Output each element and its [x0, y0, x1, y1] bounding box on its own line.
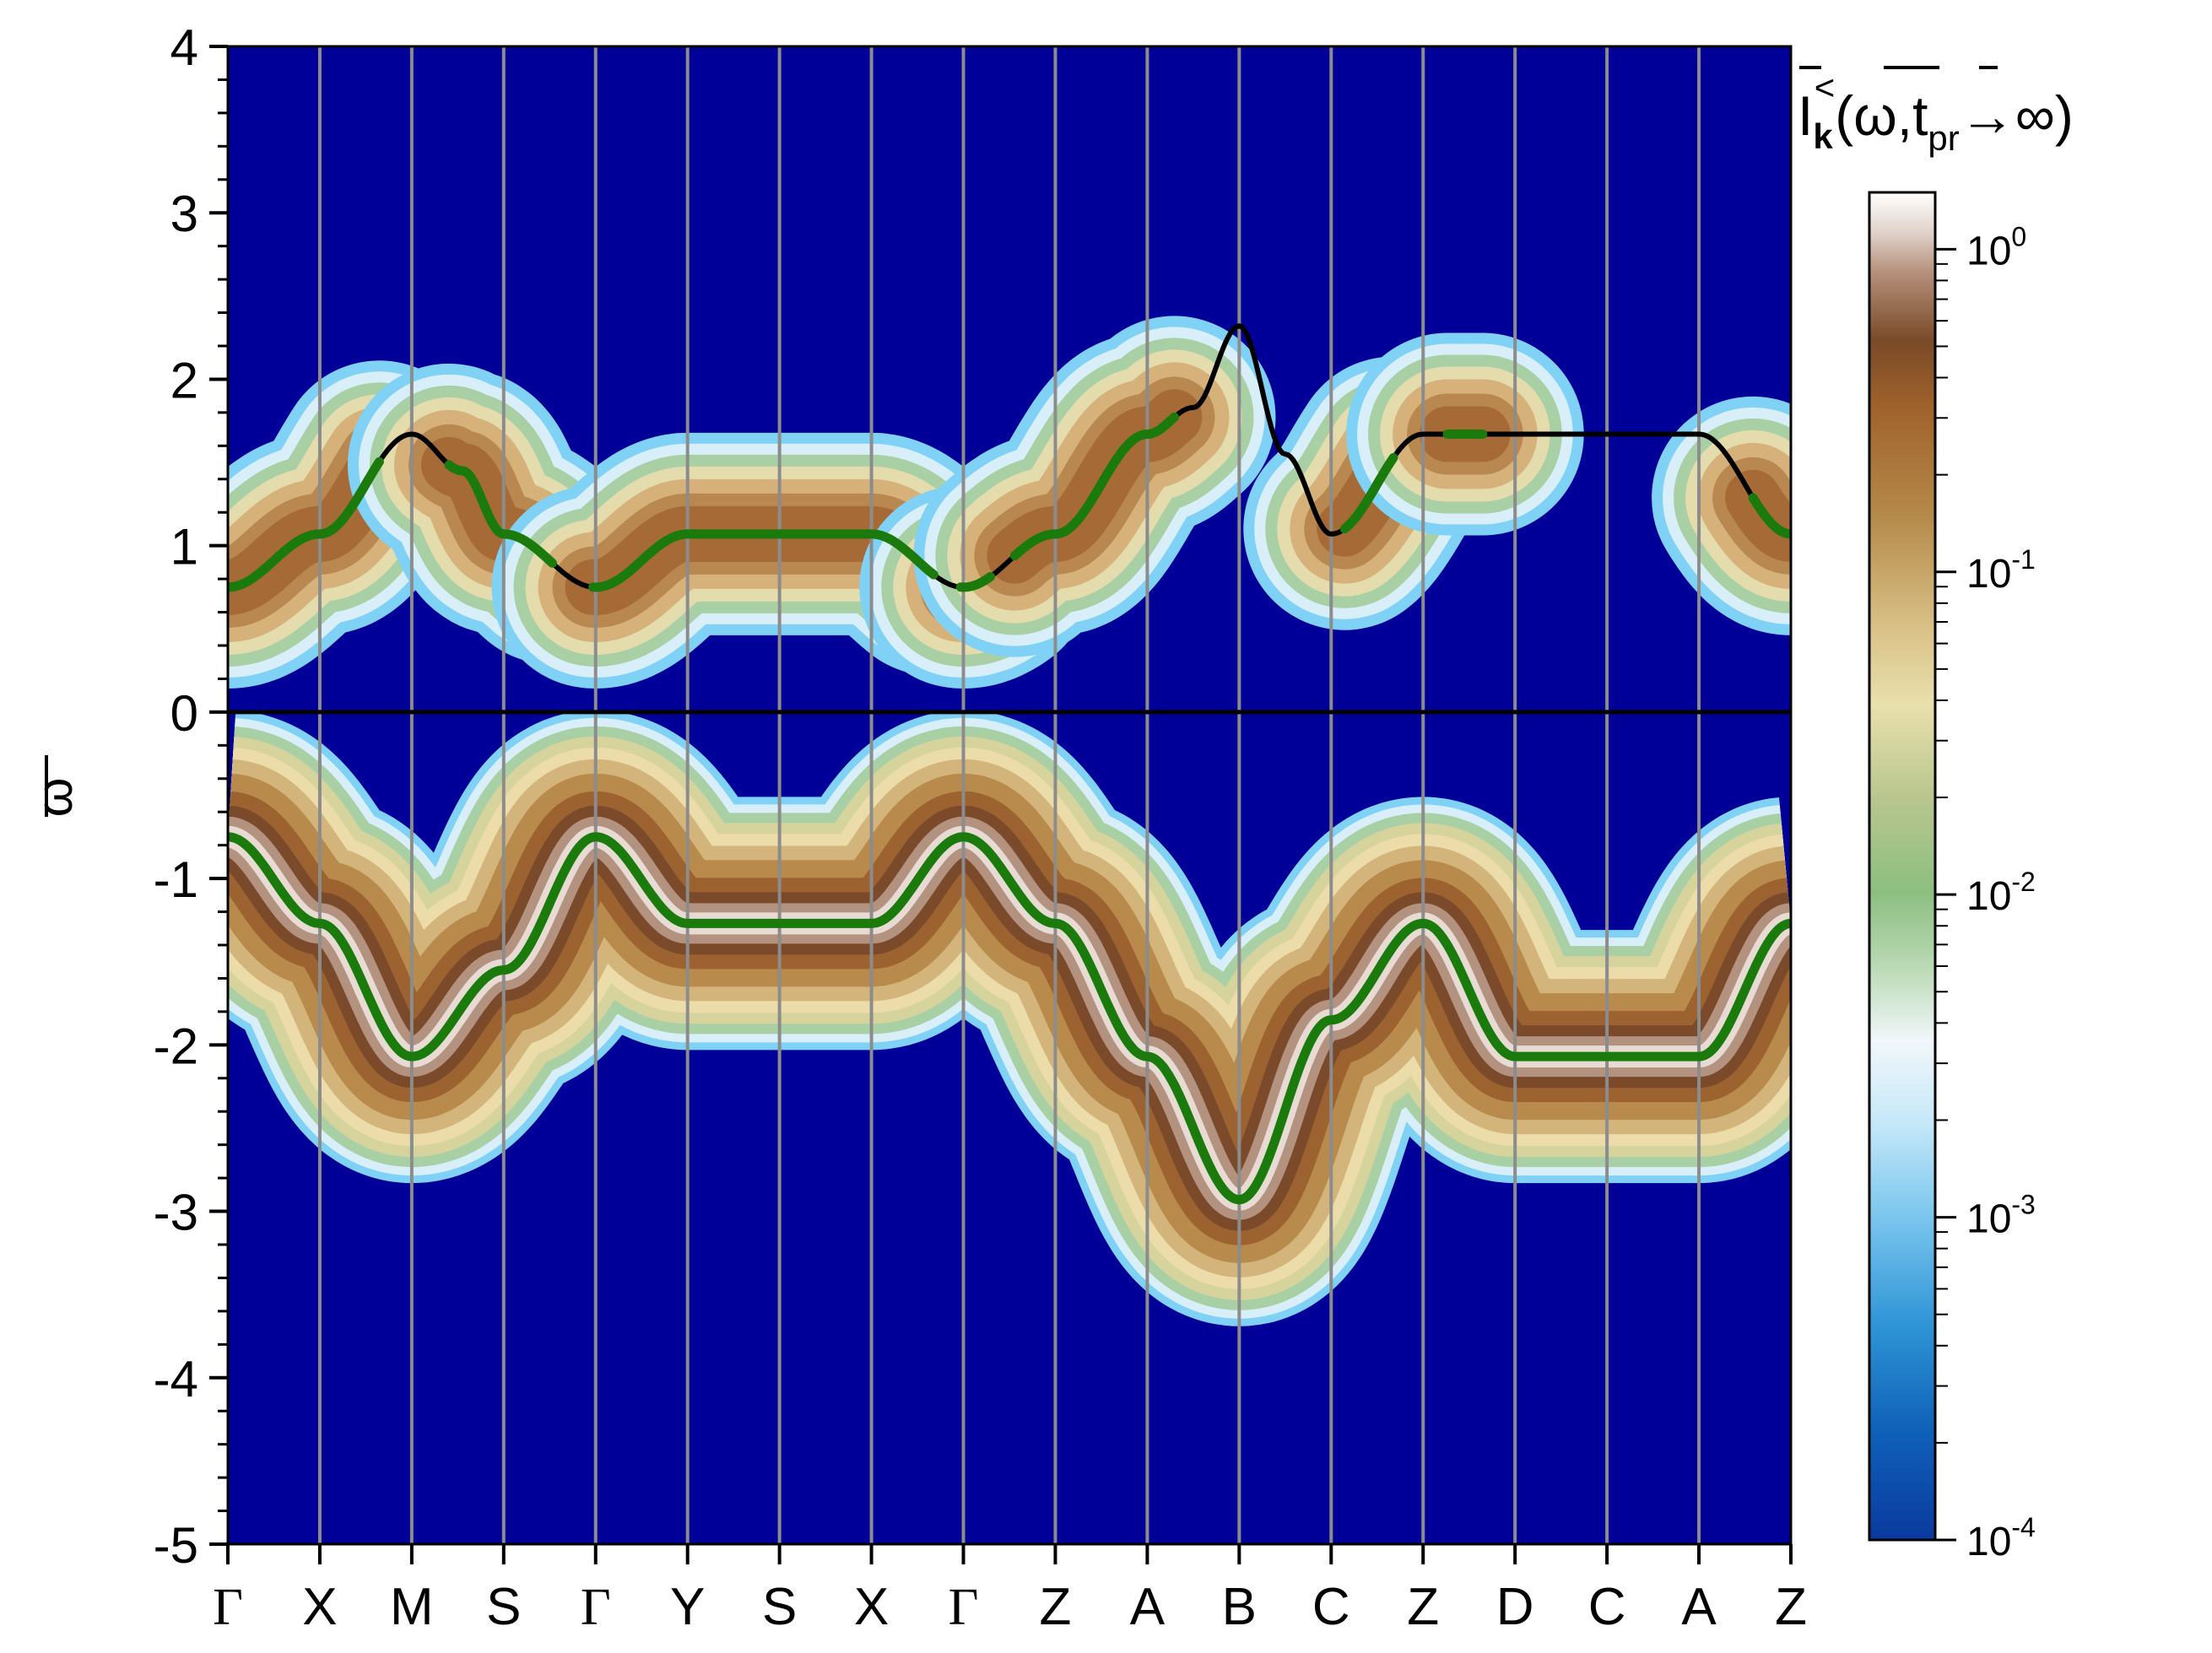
- colorbar-gradient: [1868, 191, 1937, 1542]
- plot-frame: [226, 45, 1793, 1546]
- colorbar-title-args-end: →∞): [1960, 84, 2074, 147]
- y-axis: -5 -4 -3 -2 -1 0 1 2 3 4: [154, 19, 228, 1574]
- colorbar-title-sup: <: [1814, 68, 1836, 107]
- y-tick-label-7: 2: [170, 352, 198, 408]
- upper-occupied-curve-2: [588, 529, 938, 592]
- y-tick-label-3: -2: [154, 1018, 198, 1074]
- symmetry-point-lines: [317, 46, 1701, 1544]
- x-tick-label-1: X: [302, 1578, 337, 1636]
- lower-dispersion-curve: [228, 832, 1791, 1205]
- upper-occupied-curve-4: [1009, 412, 1179, 561]
- x-tick-label-2: M: [390, 1578, 434, 1636]
- colorbar: 100 10-1 10-2 10-3 10-4 Ik <(ω,tpr→∞): [1798, 66, 2074, 1564]
- x-tick-label-14: D: [1496, 1578, 1534, 1636]
- upper-occupied-curve-1: [444, 460, 557, 568]
- colorbar-tick-label-3: 10-3: [1966, 1190, 2036, 1242]
- colorbar-title-base: I: [1798, 84, 1813, 147]
- colorbar-tick-label-2: 10-2: [1966, 867, 2036, 919]
- colorbar-tick-label-4: 10-4: [1966, 1512, 2036, 1564]
- x-tick-label-9: Z: [1040, 1578, 1072, 1636]
- colorbar-title: Ik <(ω,tpr→∞): [1798, 68, 2074, 158]
- x-tick-label-12: C: [1312, 1578, 1350, 1636]
- colorbar-title-sub: k: [1813, 116, 1833, 156]
- y-tick-label-1: -4: [154, 1351, 198, 1407]
- y-axis-label: ω: [26, 778, 83, 818]
- y-tick-label-2: -3: [154, 1185, 198, 1241]
- x-tick-label-10: A: [1130, 1578, 1165, 1636]
- x-tick-label-5: Y: [670, 1578, 705, 1636]
- x-tick-label-4: Γ: [581, 1579, 611, 1636]
- y-tick-label-6: 1: [170, 519, 198, 575]
- upper-occupied-curve-0: [228, 456, 384, 592]
- colorbar-ticks: 100 10-1 10-2 10-3 10-4: [1935, 221, 2036, 1564]
- y-tick-label-5: 0: [170, 685, 198, 742]
- y-tick-label-4: -1: [154, 851, 198, 908]
- y-tick-label-8: 3: [170, 186, 198, 242]
- x-tick-label-7: X: [854, 1578, 889, 1636]
- colorbar-tick-label-1: 10-1: [1966, 544, 2036, 597]
- x-tick-label-0: Γ: [213, 1579, 243, 1636]
- colorbar-title-args-sub: pr: [1928, 118, 1959, 158]
- x-tick-label-3: S: [486, 1578, 521, 1636]
- x-tick-label-6: S: [762, 1578, 797, 1636]
- y-tick-label-9: 4: [170, 19, 198, 76]
- upper-occupied-curve-5: [1339, 453, 1398, 534]
- upper-occupied-curve-3: [955, 571, 996, 592]
- y-tick-label-0: -5: [154, 1517, 198, 1574]
- upper-occupied-curve-7: [1748, 493, 1791, 539]
- x-tick-label-13: Z: [1407, 1578, 1439, 1636]
- x-tick-label-8: Γ: [949, 1579, 979, 1636]
- x-tick-label-17: Z: [1775, 1578, 1807, 1636]
- x-tick-label-11: B: [1222, 1578, 1257, 1636]
- colorbar-tick-label-0: 100: [1966, 221, 2026, 273]
- dispersion-curves: [228, 323, 1791, 1205]
- x-tick-label-15: C: [1588, 1578, 1626, 1636]
- plot-area: [228, 46, 1791, 1544]
- x-tick-label-16: A: [1681, 1578, 1717, 1636]
- colorbar-title-args: (ω,t: [1835, 84, 1928, 147]
